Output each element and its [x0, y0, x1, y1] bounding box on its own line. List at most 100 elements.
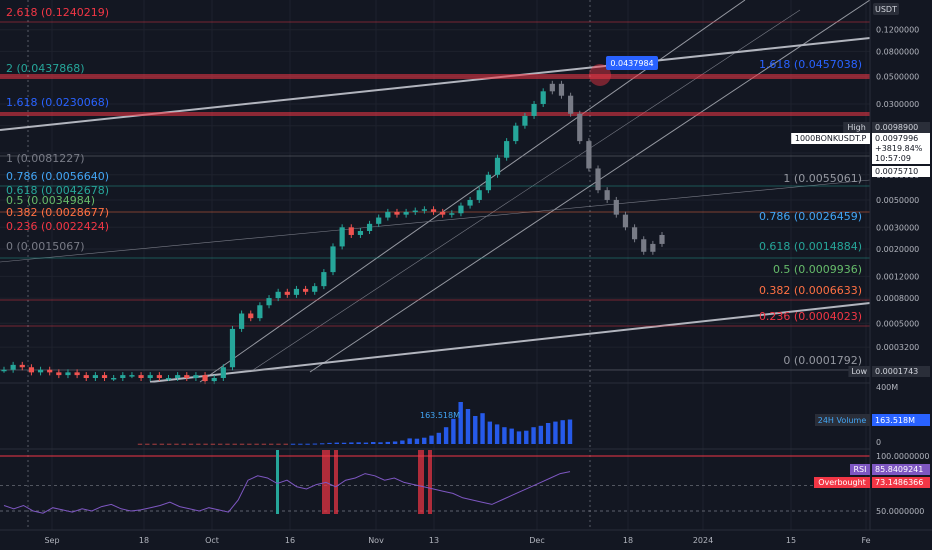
- candle-body: [229, 328, 236, 368]
- zone-2-extension: [0, 74, 870, 79]
- candle-body: [476, 190, 482, 200]
- volume-bar: [341, 442, 347, 444]
- candle-body: [440, 211, 446, 215]
- candle-body: [504, 141, 510, 158]
- rsi-signal-bar: [334, 450, 338, 514]
- price-tick-label: 0.0500000: [876, 73, 919, 82]
- price-tick-label: 0.1200000: [876, 26, 919, 35]
- candle-body: [622, 214, 629, 228]
- volume-bar: [524, 430, 529, 444]
- candle-body: [47, 369, 53, 373]
- volume-bar: [480, 413, 485, 444]
- overbought-value-bg: [872, 477, 930, 488]
- time-tick-label: 16: [285, 536, 295, 545]
- volume-bar: [203, 443, 208, 445]
- price-tick-label: 0.0003200: [876, 343, 919, 352]
- volume-bar: [283, 443, 288, 445]
- candle-body: [147, 375, 153, 378]
- time-tick-label: 13: [429, 536, 439, 545]
- price-tag-value: 0.0097996: [875, 134, 918, 143]
- price-pane: 2.618 (0.1240219) 2 (0.0437868) 1.618 (0.0…: [0, 0, 871, 550]
- volume-bar: [567, 419, 573, 444]
- candle-body: [522, 115, 528, 126]
- candle-body: [357, 231, 364, 235]
- candle-body: [558, 83, 565, 96]
- volume-bar: [385, 441, 390, 444]
- candle-body: [549, 83, 555, 92]
- price-tag-value: 10:57:09: [875, 154, 911, 163]
- fib-left-label: 1.618 (0.0230068): [6, 96, 109, 109]
- candle-body: [330, 246, 336, 273]
- fib-left-label: 0.618 (0.0042678): [6, 184, 109, 197]
- candle-body: [659, 234, 665, 244]
- volume-bar: [276, 443, 281, 445]
- volume-value-bg: [872, 414, 930, 426]
- candle-body: [202, 375, 208, 382]
- volume-bar: [443, 427, 449, 444]
- rsi-label-bg: [850, 464, 870, 475]
- volume-label: 24H Volume: [818, 416, 867, 425]
- rsi-tick-label: 100.0000000: [876, 452, 929, 461]
- candle-body: [430, 209, 437, 212]
- candle-body: [586, 141, 592, 169]
- volume-bar: [414, 438, 420, 444]
- rsi-value-bg: [872, 464, 930, 475]
- overbought-value: 73.1486366: [875, 478, 923, 487]
- volume-bar: [378, 442, 383, 444]
- fib-left-label: 0.786 (0.0056640): [6, 170, 109, 183]
- volume-bar: [531, 427, 536, 444]
- overbought-label-bg: [814, 477, 870, 488]
- volume-bar: [436, 432, 442, 444]
- candle-body: [531, 103, 537, 116]
- volume-bar: [196, 443, 201, 445]
- volume-annotation: 163.518M: [420, 411, 460, 420]
- candle-body: [421, 209, 427, 211]
- volume-bar: [494, 424, 500, 444]
- candle-body: [485, 174, 491, 191]
- price-tag-value-bg: [872, 166, 930, 177]
- peak-label: 0.0437984: [606, 56, 658, 70]
- volume-bar: [451, 418, 456, 444]
- candle-body: [56, 372, 62, 376]
- fib-right-label: 0.786 (0.0026459): [759, 210, 862, 223]
- candle-body: [650, 243, 656, 252]
- price-tag-value-bg: [872, 366, 930, 377]
- rsi-signal-bar: [418, 450, 424, 514]
- candle-body: [184, 375, 190, 378]
- candle-body: [293, 288, 300, 295]
- fib-right-label: 1 (0.0055061): [783, 172, 862, 185]
- price-tag-name: High: [847, 123, 865, 132]
- candle-body: [28, 367, 35, 373]
- candle-body: [312, 286, 318, 292]
- trend-support-line: [149, 302, 871, 383]
- rsi-pane: [0, 450, 870, 514]
- candle-body: [248, 313, 254, 319]
- price-tag-value: +3819.84%: [875, 144, 923, 153]
- candle-body: [175, 375, 181, 378]
- candle-body: [37, 369, 44, 373]
- candle-body: [156, 375, 162, 378]
- price-candles: [1, 80, 665, 385]
- price-axis: [870, 0, 932, 550]
- volume-value: 163.518M: [875, 416, 915, 425]
- fib-left-label: 0.382 (0.0028677): [6, 206, 109, 219]
- candle-body: [577, 113, 583, 142]
- volume-bar: [210, 443, 216, 445]
- price-tag-value-bg: [872, 143, 930, 154]
- volume-bar: [137, 443, 143, 445]
- volume-bar: [487, 421, 493, 444]
- candle-body: [275, 291, 281, 299]
- zone-1618-extension: [0, 112, 870, 116]
- price-tick-label: 0.0020000: [876, 245, 919, 254]
- volume-bar: [560, 420, 565, 444]
- time-tick-label: 2024: [693, 536, 713, 545]
- candle-body: [120, 375, 126, 378]
- currency-badge[interactable]: USDT: [873, 3, 899, 15]
- volume-bar: [305, 443, 310, 445]
- candle-body: [1, 369, 7, 372]
- volume-bar: [429, 435, 434, 444]
- rsi-label: RSI: [854, 465, 867, 474]
- fib-right-label: 0.236 (0.0004023): [759, 310, 862, 323]
